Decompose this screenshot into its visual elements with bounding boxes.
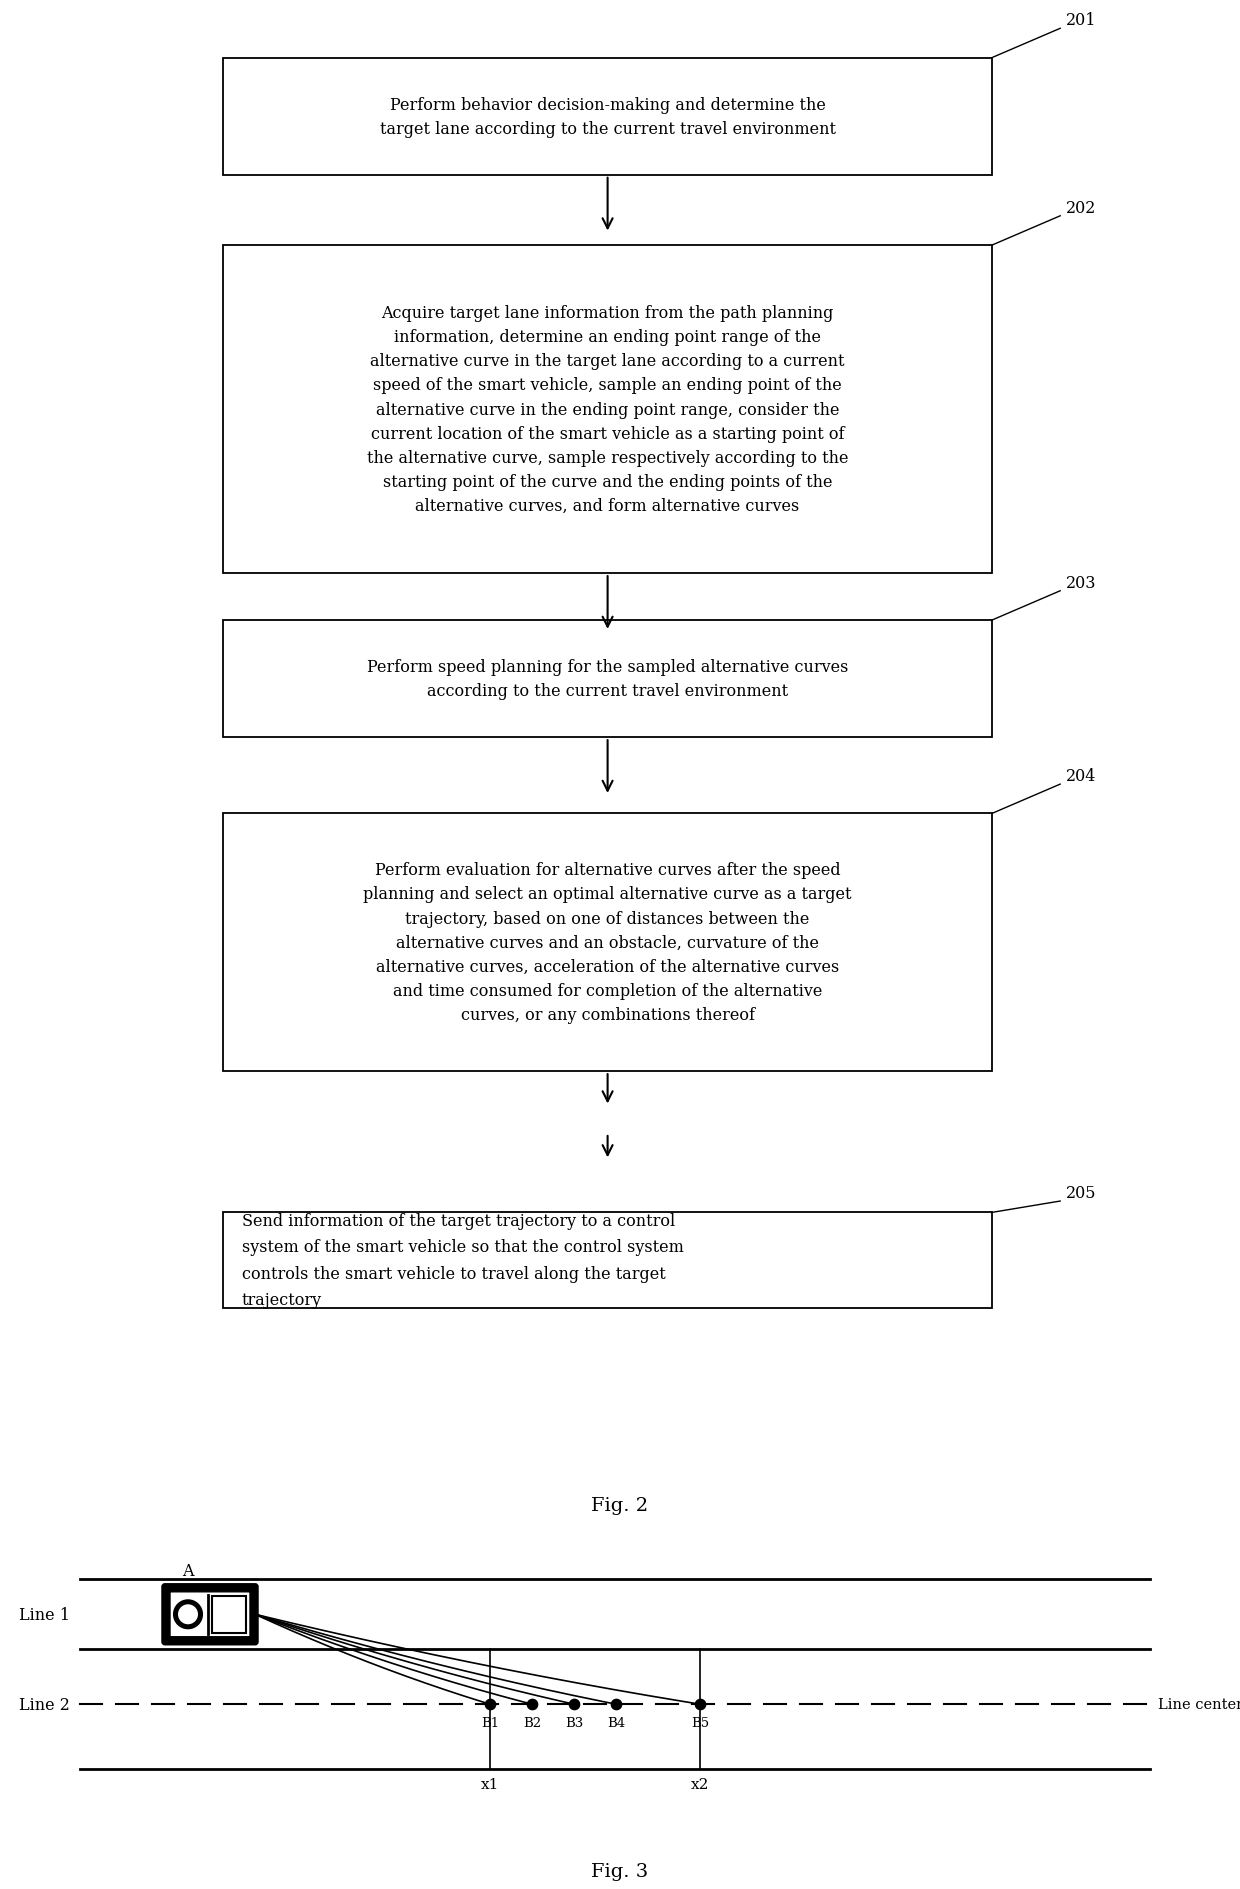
Text: 202: 202 (1066, 200, 1096, 217)
Text: B1: B1 (481, 1717, 498, 1728)
Text: 204: 204 (1066, 767, 1096, 784)
Text: A: A (182, 1562, 193, 1579)
Text: Perform speed planning for the sampled alternative curves
according to the curre: Perform speed planning for the sampled a… (367, 659, 848, 699)
Text: Fig. 2: Fig. 2 (591, 1496, 649, 1515)
FancyBboxPatch shape (170, 1592, 250, 1638)
Point (480, 1689, 500, 1719)
Point (564, 1689, 584, 1719)
Text: 203: 203 (1066, 574, 1097, 591)
Point (522, 1689, 542, 1719)
Text: Send information of the target trajectory to a control
system of the smart vehic: Send information of the target trajector… (242, 1213, 683, 1307)
FancyBboxPatch shape (223, 59, 992, 176)
Text: Acquire target lane information from the path planning
information, determine an: Acquire target lane information from the… (367, 304, 848, 516)
Text: 205: 205 (1066, 1184, 1097, 1201)
Text: B3: B3 (565, 1717, 583, 1728)
Circle shape (179, 1604, 198, 1625)
FancyBboxPatch shape (223, 246, 992, 574)
Text: x1: x1 (481, 1778, 500, 1791)
FancyBboxPatch shape (162, 1585, 257, 1643)
Text: 201: 201 (1066, 13, 1097, 30)
FancyBboxPatch shape (223, 621, 992, 739)
Text: Line 1: Line 1 (19, 1606, 69, 1623)
FancyBboxPatch shape (223, 1213, 992, 1307)
Text: B5: B5 (691, 1717, 709, 1728)
Point (691, 1689, 711, 1719)
Text: B2: B2 (523, 1717, 541, 1728)
Bar (212, 1596, 246, 1632)
Text: Line 2: Line 2 (19, 1696, 69, 1713)
Text: B4: B4 (606, 1717, 625, 1728)
Text: Fig. 3: Fig. 3 (591, 1863, 649, 1880)
Text: Perform behavior decision-making and determine the
target lane according to the : Perform behavior decision-making and det… (379, 96, 836, 138)
Text: x2: x2 (691, 1778, 709, 1791)
Point (606, 1689, 626, 1719)
Text: Perform evaluation for alternative curves after the speed
planning and select an: Perform evaluation for alternative curve… (363, 861, 852, 1024)
Circle shape (174, 1600, 202, 1628)
Text: Line centerline: Line centerline (1158, 1698, 1240, 1711)
FancyBboxPatch shape (223, 814, 992, 1071)
